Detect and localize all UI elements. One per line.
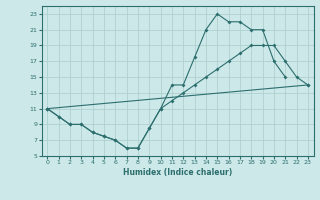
X-axis label: Humidex (Indice chaleur): Humidex (Indice chaleur) (123, 168, 232, 177)
